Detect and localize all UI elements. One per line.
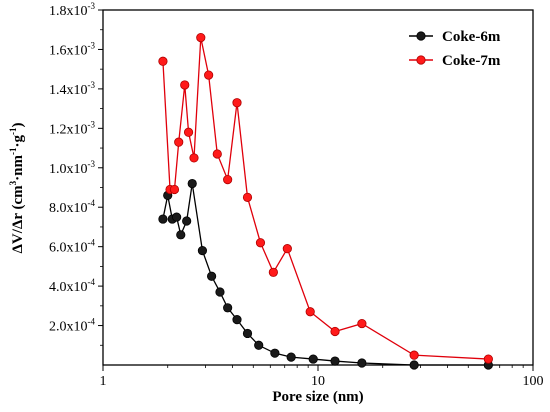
data-point-coke-7m: [183, 127, 194, 137]
y-axis-title-sup-3: -1: [8, 127, 18, 135]
x-tick-label: 10: [311, 374, 325, 389]
y-tick-label-exponent: -4: [88, 317, 96, 327]
y-tick-label: 1.0x10-3: [49, 159, 95, 177]
legend: Coke-6m Coke-7m: [409, 29, 501, 69]
y-tick-label-base: 1.2x10: [49, 122, 88, 137]
data-point-coke-6m: [223, 303, 233, 313]
x-axis-title: Pore size (nm): [272, 389, 363, 405]
y-tick-label: 6.0x10-4: [49, 238, 95, 256]
y-tick-label-exponent: -3: [88, 159, 96, 169]
y-axis-title-mid-1: ·nm: [10, 155, 26, 181]
data-point-coke-6m: [215, 287, 225, 297]
data-point-coke-6m: [308, 354, 318, 364]
data-point-coke-6m: [207, 271, 217, 281]
data-point-coke-7m: [483, 354, 493, 364]
data-point-coke-6m: [197, 246, 208, 256]
data-point-coke-6m: [187, 178, 197, 189]
legend-marker-coke-6m: [416, 31, 426, 41]
data-point-coke-7m: [242, 192, 253, 202]
y-tick-label-exponent: -4: [88, 198, 96, 208]
data-point-coke-7m: [268, 267, 278, 277]
data-point-coke-6m: [286, 352, 296, 362]
legend-marker-coke-7m: [416, 55, 426, 65]
data-point-coke-7m: [357, 318, 367, 329]
y-tick-label: 4.0x10-4: [49, 277, 95, 295]
y-axis-title-sup-1: 3: [8, 180, 18, 185]
y-tick-label: 8.0x10-4: [49, 198, 95, 216]
y-tick-label-base: 1.6x10: [49, 43, 88, 58]
axis-ticks: 1 10 1002.0x10-44.0x10-46.0x10-48.0x10-41.…: [49, 1, 544, 389]
data-point-coke-6m: [330, 356, 340, 366]
data-point-coke-7m: [189, 153, 199, 163]
series-lines: [162, 37, 489, 366]
data-point-coke-7m: [212, 149, 222, 159]
y-tick-label-base: 1.4x10: [49, 83, 88, 98]
data-point-coke-6m: [357, 358, 367, 368]
data-point-coke-7m: [204, 70, 214, 80]
data-point-coke-7m: [232, 98, 242, 108]
data-point-coke-6m: [270, 348, 280, 358]
y-tick-label-exponent: -4: [88, 238, 96, 248]
y-axis-title-prefix: ΔV/Δr (cm: [10, 185, 26, 254]
y-tick-label-exponent: -4: [88, 277, 96, 287]
data-point-coke-7m: [330, 326, 340, 337]
data-point-coke-7m: [305, 307, 315, 317]
data-point-coke-6m: [172, 212, 182, 222]
y-tick-label-base: 1.0x10: [49, 162, 88, 177]
y-axis-title-suffix: ): [10, 123, 26, 128]
series-line-coke-7m: [162, 37, 489, 360]
data-point-coke-7m: [255, 238, 266, 248]
y-tick-label: 1.4x10-3: [49, 80, 95, 98]
y-tick-label: 1.8x10-3: [49, 1, 95, 19]
data-point-coke-7m: [196, 33, 206, 43]
data-point-coke-6m: [242, 328, 253, 339]
data-point-coke-6m: [232, 315, 242, 325]
y-tick-label-base: 6.0x10: [49, 241, 88, 256]
data-point-coke-6m: [409, 360, 419, 370]
series-markers: [158, 33, 493, 370]
y-tick-label-exponent: -3: [88, 40, 96, 50]
y-axis-title-sup-2: -1: [8, 147, 18, 155]
y-tick-label-exponent: -3: [88, 119, 96, 129]
data-point-coke-7m: [409, 350, 419, 360]
y-tick-label: 1.2x10-3: [49, 119, 95, 137]
data-point-coke-6m: [176, 230, 186, 240]
y-axis-title: ΔV/Δr (cm3·nm-1·g-1): [8, 123, 26, 254]
y-tick-label-base: 2.0x10: [49, 320, 88, 335]
data-point-coke-7m: [180, 80, 190, 90]
x-tick-label: 100: [523, 374, 544, 389]
y-axis-title-mid-2: ·g: [10, 135, 26, 148]
y-tick-label-exponent: -3: [88, 80, 96, 90]
y-tick-label-base: 8.0x10: [49, 201, 88, 216]
data-point-coke-7m: [223, 175, 233, 185]
y-tick-label: 2.0x10-4: [49, 317, 95, 335]
data-point-coke-7m: [158, 56, 168, 66]
data-point-coke-6m: [254, 340, 264, 350]
legend-label-coke-6m: Coke-6m: [442, 29, 501, 45]
data-point-coke-7m: [282, 244, 292, 254]
data-point-coke-6m: [158, 214, 168, 224]
legend-label-coke-7m: Coke-7m: [442, 53, 501, 69]
y-tick-label: 1.6x10-3: [49, 40, 95, 58]
data-point-coke-7m: [174, 137, 184, 147]
data-point-coke-6m: [182, 216, 192, 226]
x-tick-label: 1: [100, 374, 107, 389]
y-tick-label-base: 1.8x10: [49, 4, 88, 19]
y-tick-label-exponent: -3: [88, 1, 96, 11]
y-tick-label-base: 4.0x10: [49, 280, 88, 295]
data-point-coke-7m: [169, 184, 180, 195]
